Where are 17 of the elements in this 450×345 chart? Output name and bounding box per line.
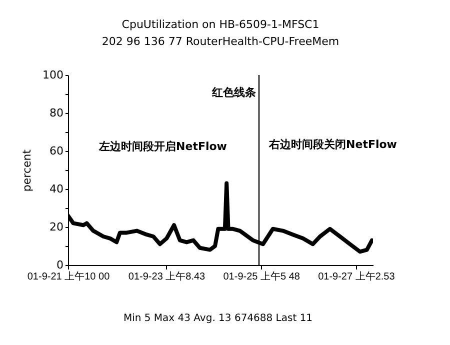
x-tick-label: 01-9-21 上午10 00 — [27, 270, 110, 282]
x-tick-label: 01-9-23 上午8.43 — [128, 270, 206, 282]
ref-line-label: 红色线条 — [210, 86, 256, 99]
y-tick-label: 80 — [50, 106, 64, 120]
x-tick-label: 01-9-27 上午2.53 — [318, 270, 396, 282]
annotation: 右边时间段关闭NetFlow — [268, 138, 397, 151]
annotation: 左边时间段开启NetFlow — [98, 140, 227, 153]
y-tick-label: 0 — [56, 258, 64, 272]
text: Min 5 Max 43 Avg. 13 674688 Last 11 — [123, 313, 313, 324]
y-axis-title: percent — [20, 148, 34, 192]
x-tick-label: 01-9-25 上午5 48 — [223, 270, 300, 282]
y-tick-label: 40 — [50, 182, 64, 196]
chart-title: CpuUtilization on HB-6509-1-MFSC1 — [122, 18, 320, 31]
y-tick-label: 100 — [42, 68, 64, 82]
chart-subtitle: 202 96 136 77 RouterHealth-CPU-FreeMem — [102, 35, 340, 48]
y-tick-label: 20 — [50, 220, 64, 234]
y-tick-label: 60 — [50, 144, 64, 158]
